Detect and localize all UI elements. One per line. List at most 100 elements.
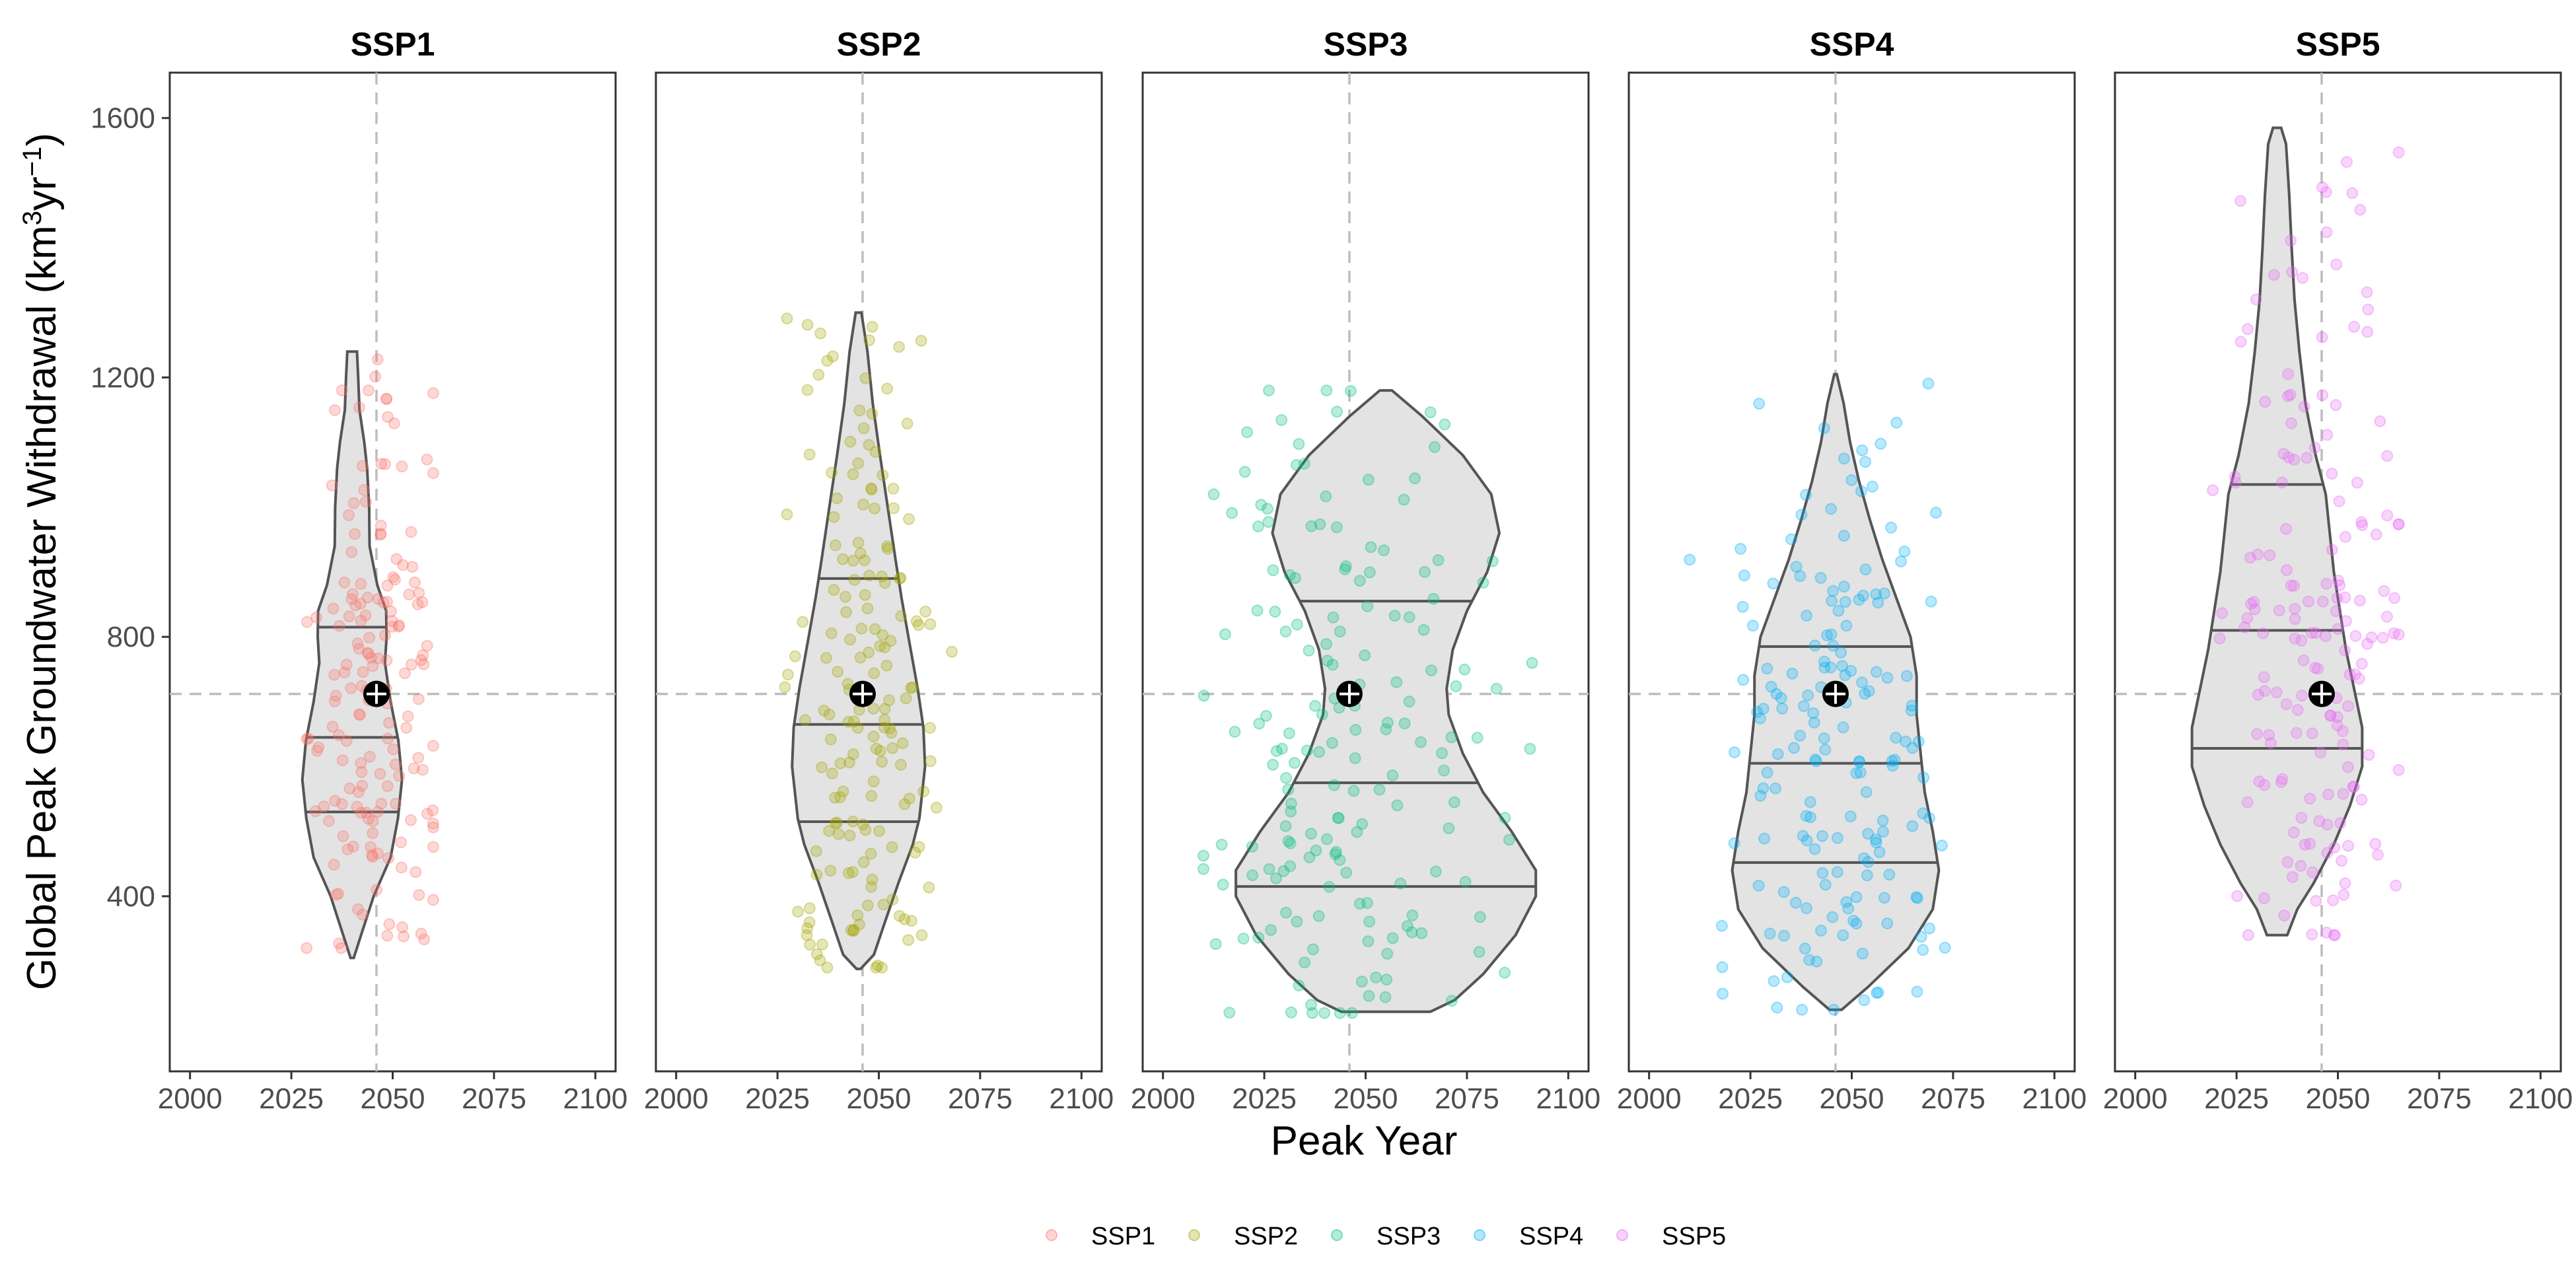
data-point [2361, 637, 2373, 650]
x-tick-label: 2100 [2508, 1083, 2573, 1115]
data-point [360, 806, 373, 819]
data-point [1339, 563, 1351, 575]
data-point [1871, 987, 1883, 999]
data-point [1303, 851, 1316, 863]
data-point [812, 369, 825, 381]
data-point [1878, 892, 1890, 904]
points-ssp3 [1198, 384, 1538, 1019]
data-point [821, 355, 834, 367]
data-point [1313, 746, 1326, 758]
data-point [328, 668, 341, 681]
data-point [869, 446, 882, 458]
data-point [1831, 832, 1843, 844]
mean-marker [2308, 680, 2335, 707]
data-point [1318, 1007, 1331, 1019]
data-point [380, 393, 393, 406]
data-point [329, 795, 341, 807]
data-point [1855, 485, 1867, 497]
legend-item-ssp2: SSP2 [1188, 1223, 1298, 1250]
data-point [1881, 672, 1894, 684]
data-point [302, 733, 314, 745]
data-point [842, 867, 855, 879]
x-tick-label: 2075 [1921, 1083, 1986, 1115]
data-point [1450, 680, 1462, 692]
data-point [1289, 572, 1301, 585]
data-point [2250, 728, 2263, 740]
data-point [381, 596, 393, 608]
data-point [2281, 390, 2294, 402]
legend-item-ssp3: SSP3 [1331, 1223, 1441, 1250]
data-point [801, 384, 814, 396]
data-point [2295, 812, 2308, 824]
data-point [405, 814, 417, 826]
data-point [333, 729, 345, 741]
data-point [884, 635, 897, 647]
data-point [1215, 838, 1228, 851]
data-point [1283, 727, 1295, 740]
data-point [1853, 756, 1865, 768]
data-point [1267, 564, 1279, 577]
legend-key [1616, 1229, 1628, 1241]
facet-title-ssp4: SSP4 [1810, 26, 1894, 63]
y-tick-label: 1600 [90, 102, 155, 135]
data-point [1859, 563, 1872, 576]
data-point [847, 815, 859, 828]
data-point [847, 554, 859, 567]
data-point [396, 921, 409, 933]
data-point [355, 757, 367, 769]
data-point [411, 598, 424, 610]
data-point [2321, 847, 2334, 859]
data-point [1381, 947, 1394, 960]
mean-marker [1822, 680, 1849, 707]
data-point [388, 573, 401, 586]
data-point [362, 647, 375, 660]
data-point [1872, 986, 1884, 999]
data-point [1207, 488, 1220, 501]
data-point [1800, 810, 1812, 822]
data-point [1863, 685, 1875, 698]
data-point [1818, 655, 1830, 668]
data-point [1767, 577, 1779, 590]
data-point [375, 458, 388, 470]
data-point [1866, 480, 1878, 493]
panel-frame [168, 71, 617, 1073]
data-point [1198, 849, 1209, 862]
y-axis: 400 800 1200 1600 [90, 102, 170, 913]
data-point [894, 573, 906, 585]
data-point [1263, 863, 1275, 875]
data-point [301, 616, 313, 628]
data-point [2353, 594, 2366, 607]
data-point [1781, 971, 1793, 984]
data-point [1883, 869, 1896, 881]
data-point [832, 666, 844, 678]
data-point [2342, 840, 2355, 852]
data-point [814, 327, 827, 340]
data-point [880, 659, 893, 672]
data-point [1828, 1003, 1840, 1016]
data-point [1768, 975, 1780, 987]
data-point [1777, 886, 1790, 898]
data-point [1917, 771, 1930, 784]
data-point [1761, 662, 1773, 675]
data-point [844, 633, 856, 646]
x-tick-label: 2025 [2204, 1083, 2269, 1115]
data-point [398, 930, 410, 943]
data-point [1850, 917, 1863, 930]
data-point [427, 467, 439, 480]
data-point [1808, 639, 1821, 652]
data-point [870, 961, 882, 974]
data-point [2282, 368, 2295, 380]
data-point [1790, 561, 1803, 573]
data-point [2339, 530, 2351, 543]
data-point [1877, 814, 1889, 827]
data-point [375, 528, 386, 541]
points-ssp2 [779, 312, 958, 974]
data-point [2336, 725, 2349, 737]
data-point [894, 571, 907, 584]
data-point [1859, 456, 1872, 468]
data-point [416, 596, 429, 608]
data-point [410, 866, 422, 878]
data-point [347, 840, 359, 853]
data-point [2330, 399, 2342, 411]
data-point [357, 666, 369, 678]
